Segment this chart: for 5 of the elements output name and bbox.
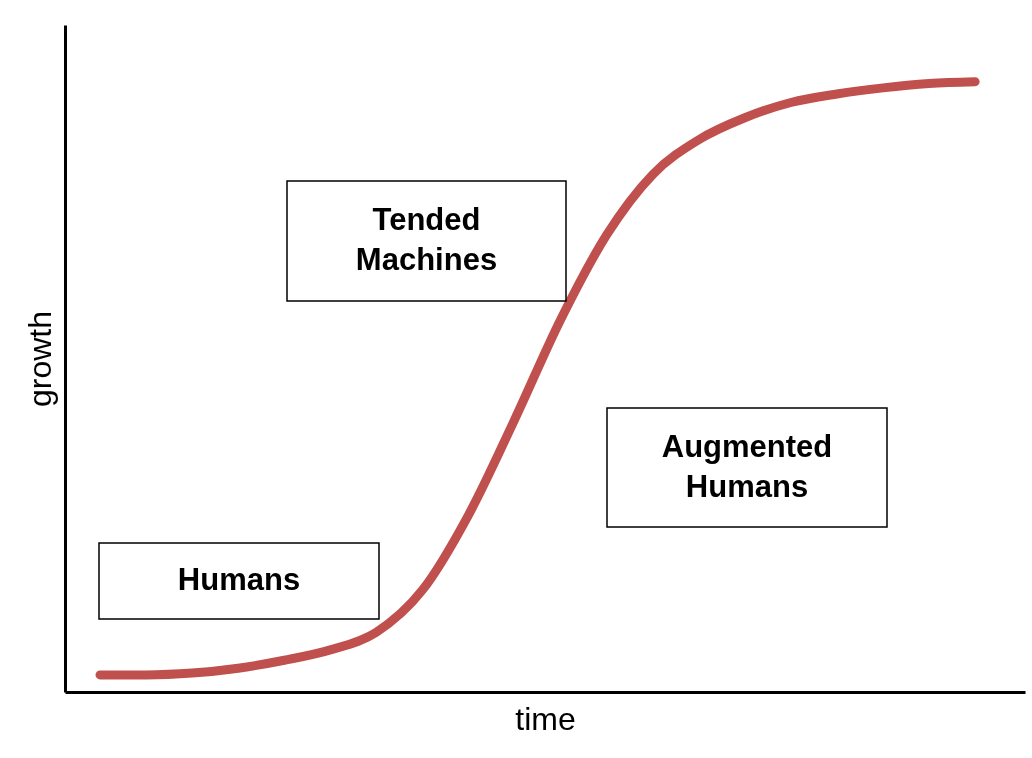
annotation: Humans xyxy=(177,562,301,597)
y-axis-title: growth xyxy=(21,310,58,408)
annotation: Augmented Humans xyxy=(661,428,833,504)
annotation: Tended Machines xyxy=(355,202,498,277)
x-axis-title: time xyxy=(515,700,576,737)
